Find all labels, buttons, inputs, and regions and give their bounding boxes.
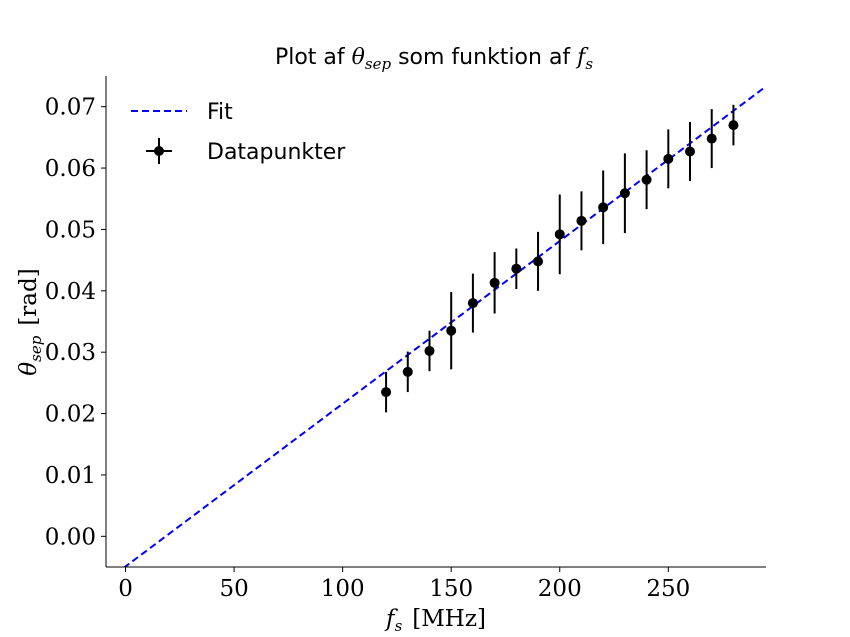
y-tick-label: 0.06 (45, 156, 96, 182)
data-point (685, 146, 696, 157)
legend-data-swatch (146, 138, 172, 164)
data-point (576, 215, 587, 226)
y-tick-label: 0.05 (45, 217, 96, 243)
data-point (467, 298, 478, 309)
y-tick-label: 0.00 (45, 524, 96, 550)
x-tick-label: 200 (538, 576, 582, 602)
data-point (663, 153, 674, 164)
data-point (706, 133, 717, 144)
x-tick-label: 100 (321, 576, 365, 602)
x-tick-label: 150 (429, 576, 473, 602)
data-point (619, 188, 630, 199)
fit-series (123, 85, 766, 567)
data-point (446, 325, 457, 336)
y-tick-label: 0.04 (45, 279, 96, 305)
data-point (381, 387, 392, 398)
data-point (511, 263, 522, 274)
data-point (424, 345, 435, 356)
data-point (489, 277, 500, 288)
chart-title: Plot af θsep som funktion af fs (275, 45, 593, 73)
y-axis-ticks: 0.00 0.01 0.02 0.03 0.04 0.05 0.06 0.07 (45, 95, 106, 550)
data-point (641, 174, 652, 185)
y-axis-label: θsep[rad] (16, 268, 45, 375)
data-point (533, 256, 544, 267)
legend-data-label: Datapunkter (207, 140, 346, 165)
fit-line (123, 85, 766, 567)
legend: Fit Datapunkter (131, 100, 346, 165)
y-tick-label: 0.03 (45, 340, 96, 366)
x-tick-label: 50 (219, 576, 248, 602)
data-point (402, 366, 413, 377)
x-tick-label: 0 (118, 576, 133, 602)
data-point (728, 120, 739, 131)
x-tick-label: 250 (646, 576, 690, 602)
y-tick-label: 0.02 (45, 402, 96, 428)
data-point (554, 229, 565, 240)
x-axis-label: fs [MHz] (384, 606, 486, 635)
x-axis-ticks: 0 50 100 150 200 250 (118, 567, 690, 602)
y-tick-label: 0.07 (45, 95, 96, 121)
data-series (381, 104, 739, 413)
y-tick-label: 0.01 (45, 463, 96, 489)
data-point (598, 202, 609, 213)
legend-fit-label: Fit (207, 100, 233, 125)
